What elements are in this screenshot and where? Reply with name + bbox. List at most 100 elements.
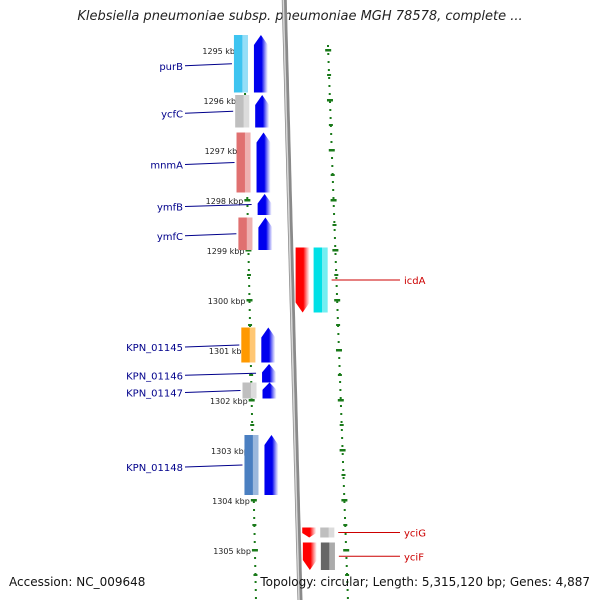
guide-dot	[254, 589, 257, 591]
tick-label: 1302 kbp	[210, 397, 248, 406]
tick-label: 1296 kbp	[203, 97, 241, 106]
cog-bar-shine	[328, 527, 335, 538]
guide-dot	[248, 277, 251, 279]
minor-tick	[249, 374, 254, 376]
cog-category-bar	[235, 95, 250, 128]
guide-dot	[334, 245, 337, 247]
guide-dot	[251, 421, 254, 423]
gene-icdA[interactable]	[295, 247, 328, 313]
minor-tick	[248, 324, 253, 326]
guide-dot	[334, 261, 337, 263]
cog-category-bar	[236, 132, 251, 193]
label-leader-line	[184, 63, 232, 67]
cog-category-bar	[233, 35, 248, 93]
guide-dot	[336, 317, 339, 319]
reverse-gene-arrow	[295, 247, 310, 313]
tick-mark	[245, 249, 252, 252]
map-title: Klebsiella pneumoniae subsp. pneumoniae …	[77, 9, 523, 24]
guide-dot	[328, 77, 331, 79]
minor-tick	[341, 474, 346, 476]
guide-dot	[333, 221, 336, 223]
guide-dot	[248, 301, 251, 303]
guide-dot	[346, 589, 349, 591]
tick-mark	[343, 549, 350, 552]
forward-gene-arrow	[253, 35, 268, 93]
kbp-ruler: 1295 kbp 1296 kbp 1297 kbp 1298 kbp 1299 kbp…	[202, 45, 350, 599]
cog-category-bar	[241, 327, 256, 363]
guide-dot	[253, 509, 256, 511]
minor-tick	[330, 174, 335, 176]
label-leader-line	[184, 110, 234, 114]
gene-label: yciF	[404, 552, 424, 563]
gene-yciG[interactable]	[302, 527, 335, 538]
gene-mnmA[interactable]	[236, 132, 271, 193]
guide-dot	[337, 333, 340, 335]
gene-label: KPN_01148	[126, 463, 183, 474]
label-leader-line	[184, 372, 257, 376]
label-leader-line	[184, 464, 243, 468]
guide-dot	[247, 261, 250, 263]
minor-tick	[343, 524, 348, 526]
gene-ymfB[interactable]	[257, 194, 272, 215]
tick-label: 1303 kbp	[211, 447, 249, 456]
guide-dot	[340, 429, 343, 431]
label-leader-line	[184, 233, 237, 237]
guide-dot	[335, 277, 338, 279]
guide-dot	[341, 461, 344, 463]
guide-dot	[335, 269, 338, 271]
guide-dot	[327, 69, 330, 71]
gene-label: KPN_01147	[126, 389, 183, 400]
genome-summary: Topology: circular; Length: 5,315,120 bp…	[260, 575, 590, 589]
forward-gene-arrow	[264, 435, 279, 495]
guide-dot	[341, 437, 344, 439]
guide-dot	[333, 229, 336, 231]
gene-ycfC[interactable]	[235, 95, 270, 128]
gene-KPN_01148[interactable]	[244, 435, 279, 495]
guide-dot	[327, 45, 329, 47]
tick-mark	[341, 499, 348, 502]
tick-label: 1295 kbp	[202, 47, 240, 56]
guide-dot	[254, 581, 257, 583]
gene-KPN_01145[interactable]	[241, 327, 276, 363]
cog-bar-shine	[242, 35, 248, 93]
guide-dot	[344, 517, 347, 519]
gene-purB[interactable]	[233, 35, 268, 93]
minor-tick	[253, 574, 258, 576]
guide-dot	[250, 381, 253, 383]
guide-dot	[248, 317, 251, 319]
guide-dot	[336, 309, 339, 311]
guide-dot	[247, 253, 250, 255]
guide-dot	[251, 429, 254, 431]
tick-mark	[328, 149, 335, 152]
gene-ymfC[interactable]	[238, 217, 273, 251]
cog-category-bar	[320, 527, 335, 538]
guide-dot	[248, 285, 251, 287]
guide-dot	[339, 397, 342, 399]
guide-dot	[253, 517, 256, 519]
gene-KPN_01146[interactable]	[262, 364, 277, 383]
forward-gene-arrow	[257, 194, 272, 215]
guide-dot	[333, 213, 336, 215]
guide-dot	[254, 557, 257, 559]
tick-mark	[244, 199, 251, 202]
minor-tick	[252, 524, 257, 526]
tick-label: 1304 kbp	[212, 497, 250, 506]
guide-dot	[343, 501, 346, 503]
guide-dot	[328, 85, 331, 87]
guide-dot	[329, 109, 332, 111]
gene-yciF[interactable]	[302, 542, 335, 571]
guide-dot	[248, 309, 251, 311]
guide-dot	[329, 101, 332, 103]
label-leader-line	[184, 390, 241, 393]
guide-dot	[342, 485, 345, 487]
forward-gene-arrow	[262, 382, 277, 399]
guide-dot	[330, 133, 333, 135]
forward-gene-arrow	[258, 217, 273, 250]
cog-bar-shine	[252, 435, 259, 495]
cog-category-bar	[244, 435, 259, 495]
minor-tick	[250, 424, 255, 426]
gene-KPN_01147[interactable]	[242, 382, 277, 399]
guide-dot	[249, 365, 252, 367]
gene-label: KPN_01145	[126, 343, 183, 354]
